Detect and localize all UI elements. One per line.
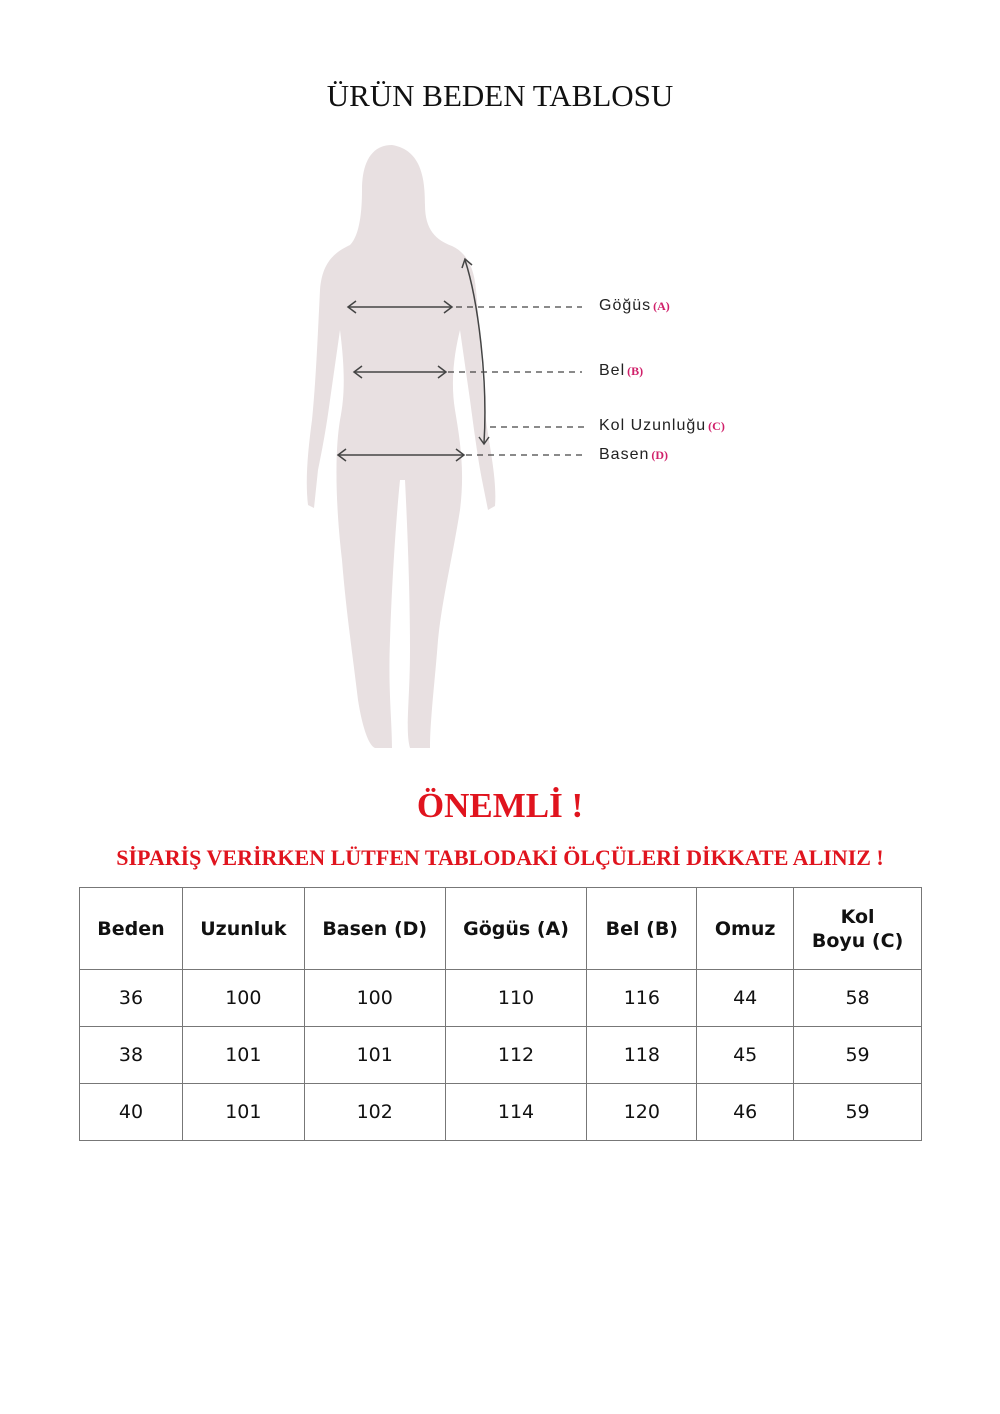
chest-arrow bbox=[346, 300, 454, 314]
table-cell: 45 bbox=[696, 1026, 795, 1084]
table-cell: 102 bbox=[303, 1083, 446, 1141]
table-cell: 116 bbox=[586, 969, 698, 1027]
table-row: 40 101 102 114 120 46 59 bbox=[79, 1083, 922, 1141]
table-cell: 114 bbox=[444, 1083, 588, 1141]
table-cell: 100 bbox=[303, 969, 446, 1027]
table-cell: 36 bbox=[79, 969, 183, 1027]
body-silhouette bbox=[306, 145, 496, 748]
label-chest: Göğüs (A) bbox=[599, 297, 670, 314]
hip-arrow bbox=[336, 448, 466, 462]
header-cell: Bel (B) bbox=[586, 887, 698, 970]
table-cell: 101 bbox=[303, 1026, 446, 1084]
label-waist: Bel (B) bbox=[599, 362, 644, 379]
table-cell: 118 bbox=[586, 1026, 698, 1084]
waist-arrow bbox=[352, 365, 448, 379]
table-header-row: Beden Uzunluk Basen (D) Gögüs (A) Bel (B… bbox=[79, 887, 922, 970]
table-cell: 120 bbox=[586, 1083, 698, 1141]
table-cell: 112 bbox=[444, 1026, 588, 1084]
table-cell: 110 bbox=[444, 969, 588, 1027]
table-cell: 38 bbox=[79, 1026, 183, 1084]
header-cell: Omuz bbox=[696, 887, 795, 970]
header-cell: Kol Boyu (C) bbox=[793, 887, 922, 970]
table-cell: 100 bbox=[181, 969, 305, 1027]
body-silhouette-figure bbox=[306, 145, 584, 748]
header-cell: Uzunluk bbox=[181, 887, 305, 970]
size-table: Beden Uzunluk Basen (D) Gögüs (A) Bel (B… bbox=[79, 887, 922, 1141]
header-cell: Beden bbox=[79, 887, 183, 970]
table-cell: 58 bbox=[793, 969, 922, 1027]
table-cell: 59 bbox=[793, 1083, 922, 1141]
header-cell: Basen (D) bbox=[303, 887, 446, 970]
important-message: SİPARİŞ VERİRKEN LÜTFEN TABLODAKİ ÖLÇÜLE… bbox=[116, 845, 884, 870]
label-sleeve-length: Kol Uzunluğu (C) bbox=[599, 417, 725, 434]
table-cell: 44 bbox=[696, 969, 795, 1027]
table-cell: 46 bbox=[696, 1083, 795, 1141]
guide-lines bbox=[448, 306, 584, 456]
page-title: ÜRÜN BEDEN TABLOSU bbox=[326, 78, 674, 113]
table-cell: 101 bbox=[181, 1026, 305, 1084]
header-cell: Gögüs (A) bbox=[444, 887, 588, 970]
table-cell: 101 bbox=[181, 1083, 305, 1141]
table-cell: 40 bbox=[79, 1083, 183, 1141]
table-cell: 59 bbox=[793, 1026, 922, 1084]
table-row: 38 101 101 112 118 45 59 bbox=[79, 1026, 922, 1084]
table-row: 36 100 100 110 116 44 58 bbox=[79, 969, 922, 1027]
important-heading: ÖNEMLİ ! bbox=[416, 786, 584, 825]
label-hip: Basen (D) bbox=[599, 446, 669, 463]
sleeve-arrow bbox=[461, 257, 490, 446]
